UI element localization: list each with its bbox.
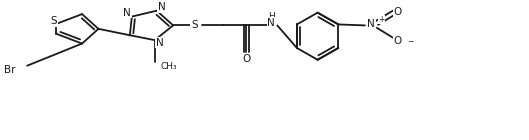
Text: CH₃: CH₃ bbox=[161, 62, 177, 71]
Text: +: + bbox=[378, 15, 385, 24]
Text: N: N bbox=[156, 38, 163, 48]
Text: S: S bbox=[50, 17, 57, 26]
Text: N: N bbox=[158, 2, 166, 12]
Text: Br: Br bbox=[4, 65, 15, 75]
Text: S: S bbox=[191, 20, 198, 30]
Text: H: H bbox=[268, 12, 275, 21]
Text: N: N bbox=[367, 19, 375, 29]
Text: N: N bbox=[123, 8, 131, 18]
Text: O: O bbox=[394, 36, 402, 46]
Text: N: N bbox=[268, 18, 275, 28]
Text: −: − bbox=[407, 38, 413, 47]
Text: O: O bbox=[242, 54, 251, 64]
Text: O: O bbox=[394, 7, 402, 17]
